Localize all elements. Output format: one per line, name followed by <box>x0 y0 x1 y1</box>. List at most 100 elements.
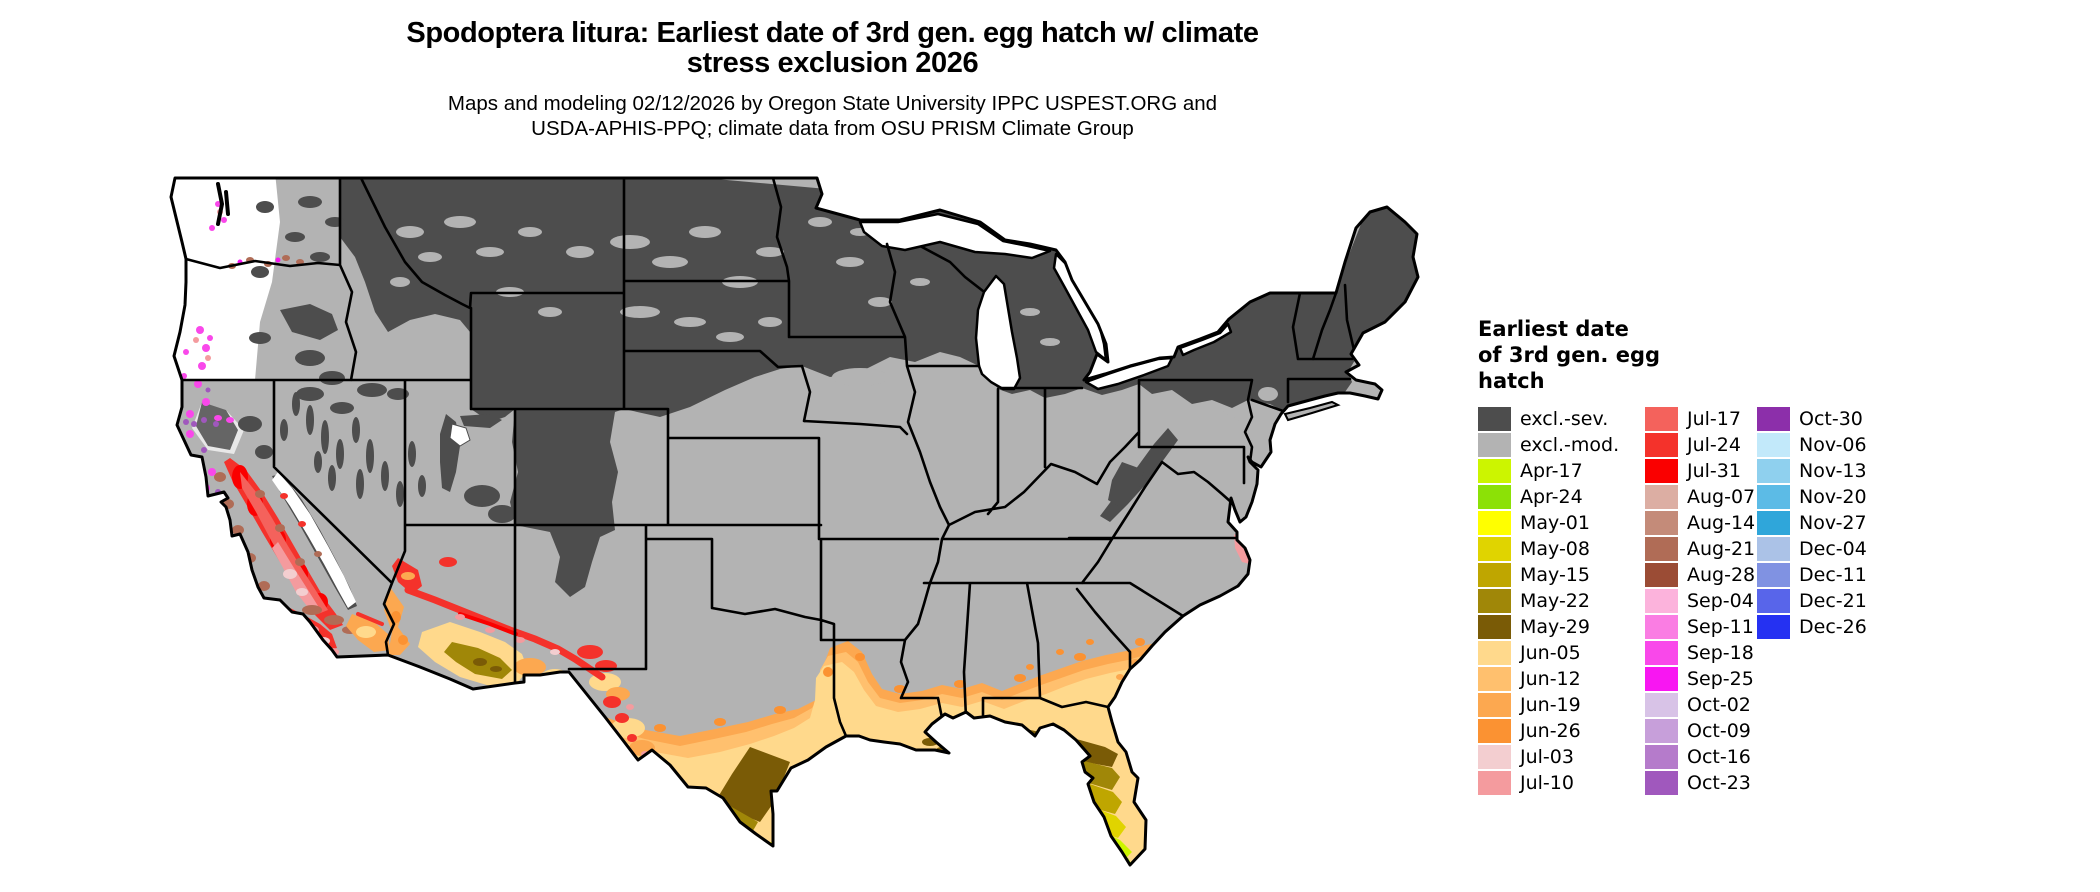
legend-swatch <box>1645 485 1678 509</box>
legend-label: Dec-21 <box>1799 590 1867 612</box>
legend-swatch <box>1645 693 1678 717</box>
legend-entry: Apr-24 <box>1478 484 1645 510</box>
legend-label: Dec-04 <box>1799 538 1867 560</box>
legend-entry: Oct-16 <box>1645 744 1757 770</box>
legend-entry: Sep-25 <box>1645 666 1757 692</box>
legend-entry: Apr-17 <box>1478 458 1645 484</box>
legend-label: Jun-05 <box>1520 642 1581 664</box>
legend-entry: Sep-18 <box>1645 640 1757 666</box>
legend-swatch <box>1645 537 1678 561</box>
legend-entry: May-08 <box>1478 536 1645 562</box>
legend-entry: Oct-09 <box>1645 718 1757 744</box>
lake-michigan <box>974 274 1022 391</box>
title-line-1: Spodoptera litura: Earliest date of 3rd … <box>406 17 1259 49</box>
legend-swatch <box>1757 615 1790 639</box>
legend-label: Jun-12 <box>1520 668 1581 690</box>
legend-column-2: Jul-17 Jul-24 Jul-31 Aug-07 Aug-14 Aug-21 Aug-… <box>1645 406 1757 796</box>
legend-entry: Nov-06 <box>1757 432 1887 458</box>
legend-swatch <box>1478 641 1511 665</box>
legend-entry: Dec-04 <box>1757 536 1887 562</box>
legend-label: Aug-28 <box>1687 564 1756 586</box>
legend-label: Nov-27 <box>1799 512 1867 534</box>
legend-label: Jun-26 <box>1520 720 1581 742</box>
legend-entry: Dec-21 <box>1757 588 1887 614</box>
legend-swatch <box>1645 563 1678 587</box>
legend-swatch <box>1645 511 1678 535</box>
legend-swatch <box>1645 459 1678 483</box>
legend-entry: Nov-27 <box>1757 510 1887 536</box>
legend-title-line-1: Earliest date <box>1478 317 1629 341</box>
legend-label: Oct-23 <box>1687 772 1751 794</box>
legend-entry: Sep-11 <box>1645 614 1757 640</box>
legend-label: Nov-06 <box>1799 434 1867 456</box>
legend-label: May-01 <box>1520 512 1590 534</box>
legend-label: Nov-20 <box>1799 486 1867 508</box>
legend-label: Sep-11 <box>1687 616 1754 638</box>
title-line-2: stress exclusion 2026 <box>686 47 979 79</box>
legend-entry: May-29 <box>1478 614 1645 640</box>
legend-entry: excl.-sev. <box>1478 406 1645 432</box>
legend-swatch <box>1645 589 1678 613</box>
legend-entry: Jul-17 <box>1645 406 1757 432</box>
legend-entry: Dec-26 <box>1757 614 1887 640</box>
legend-swatch <box>1478 589 1511 613</box>
legend-entry: Jul-31 <box>1645 458 1757 484</box>
legend-label: Oct-16 <box>1687 746 1751 768</box>
legend-entry: Jun-12 <box>1478 666 1645 692</box>
map-specks-jun26 <box>654 626 1185 732</box>
legend-columns: excl.-sev. excl.-mod. Apr-17 Apr-24 May-01 Ma… <box>1478 406 2058 796</box>
legend-entry: Jul-24 <box>1645 432 1757 458</box>
legend-swatch <box>1478 693 1511 717</box>
great-salt-lake <box>449 423 471 447</box>
legend-label: Dec-26 <box>1799 616 1867 638</box>
legend-entry: Jun-26 <box>1478 718 1645 744</box>
legend-label: Jul-17 <box>1687 408 1741 430</box>
legend-title: Earliest date of 3rd gen. egg hatch <box>1478 316 2058 394</box>
page-title: Spodoptera litura: Earliest date of 3rd … <box>165 18 1500 78</box>
legend-label: Jul-24 <box>1687 434 1741 456</box>
lake-ontario <box>1178 322 1233 357</box>
legend-label: Oct-30 <box>1799 408 1863 430</box>
legend-entry: Oct-30 <box>1757 406 1887 432</box>
legend-label: May-15 <box>1520 564 1590 586</box>
legend-label: excl.-mod. <box>1520 434 1620 456</box>
legend-swatch <box>1478 615 1511 639</box>
map-region-south-texas <box>710 738 948 857</box>
legend-label: Sep-18 <box>1687 642 1754 664</box>
legend-swatch <box>1645 407 1678 431</box>
legend-swatch <box>1757 589 1790 613</box>
legend-entry: Aug-14 <box>1645 510 1757 536</box>
map-layer-mottle-light <box>390 216 1410 447</box>
legend-swatch <box>1478 511 1511 535</box>
legend-entry: Aug-28 <box>1645 562 1757 588</box>
legend-swatch <box>1478 563 1511 587</box>
legend-title-line-2: of 3rd gen. egg <box>1478 343 1661 367</box>
legend-swatch <box>1645 641 1678 665</box>
legend-swatch <box>1757 511 1790 535</box>
legend-swatch <box>1478 459 1511 483</box>
legend-label: May-08 <box>1520 538 1590 560</box>
great-lakes <box>858 212 1233 391</box>
legend-entry: Sep-04 <box>1645 588 1757 614</box>
legend-label: Oct-09 <box>1687 720 1751 742</box>
legend-swatch <box>1757 407 1790 431</box>
legend-label: Sep-25 <box>1687 668 1754 690</box>
legend-label: Nov-13 <box>1799 460 1867 482</box>
legend-entry: Aug-21 <box>1645 536 1757 562</box>
legend-swatch <box>1478 719 1511 743</box>
legend-column-1: excl.-sev. excl.-mod. Apr-17 Apr-24 May-01 Ma… <box>1478 406 1645 796</box>
legend-entry: Nov-13 <box>1757 458 1887 484</box>
legend-swatch <box>1645 719 1678 743</box>
puget-sound <box>216 182 230 226</box>
legend-label: Jun-19 <box>1520 694 1581 716</box>
legend-label: Jul-31 <box>1687 460 1741 482</box>
legend-entry: Nov-20 <box>1757 484 1887 510</box>
legend-swatch <box>1757 537 1790 561</box>
legend-entry: May-22 <box>1478 588 1645 614</box>
legend-entry: excl.-mod. <box>1478 432 1645 458</box>
legend-swatch <box>1478 745 1511 769</box>
legend-swatch <box>1757 433 1790 457</box>
legend-swatch <box>1478 433 1511 457</box>
legend-swatch <box>1478 667 1511 691</box>
